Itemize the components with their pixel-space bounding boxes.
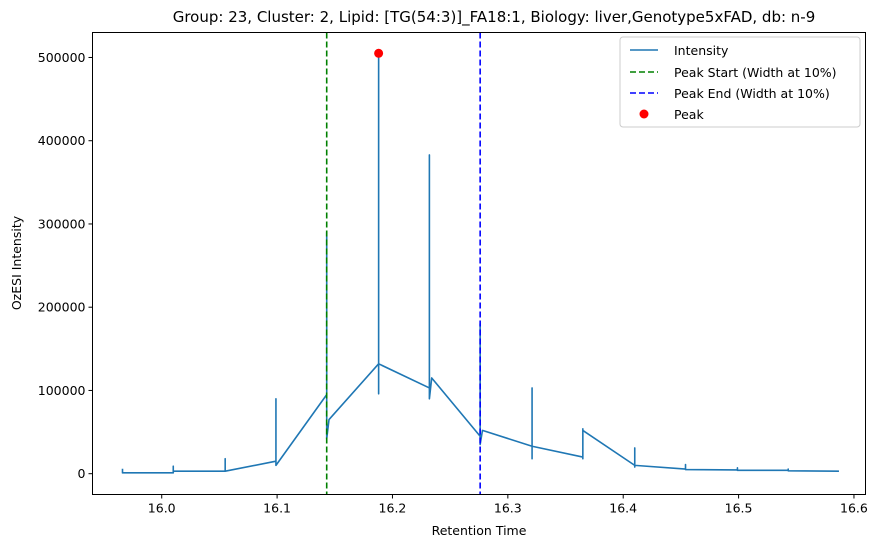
x-tick-label: 16.4 [609,501,637,516]
chart-title: Group: 23, Cluster: 2, Lipid: [TG(54:3)]… [173,8,816,27]
legend-label-intensity: Intensity [674,43,729,58]
y-tick-label: 400000 [38,133,86,148]
x-tick-label: 16.3 [494,501,522,516]
peak-marker [374,48,384,58]
x-axis: 16.0 16.1 16.2 16.3 16.4 16.5 16.6 [148,494,868,516]
x-tick-label: 16.6 [840,501,868,516]
y-tick-label: 500000 [38,50,86,65]
x-tick-label: 16.5 [725,501,753,516]
legend-label-peak-start: Peak Start (Width at 10%) [674,65,837,80]
plot-area [121,32,839,495]
plot-frame [92,32,866,495]
y-tick-label: 100000 [38,383,86,398]
y-axis: 0 100000 200000 300000 400000 500000 [38,50,93,481]
legend-swatch-peak [639,109,649,119]
legend-label-peak-end: Peak End (Width at 10%) [674,86,830,101]
legend-label-peak: Peak [674,107,704,122]
x-tick-label: 16.0 [148,501,176,516]
y-tick-label: 0 [78,466,86,481]
x-tick-label: 16.1 [263,501,291,516]
y-tick-label: 300000 [38,216,86,231]
y-tick-label: 200000 [38,300,86,315]
x-axis-label: Retention Time [432,523,527,538]
legend-box [619,36,861,128]
y-axis-label: OzESI Intensity [9,215,24,310]
x-tick-label: 16.2 [379,501,407,516]
legend: Intensity Peak Start (Width at 10%) Peak… [619,36,861,128]
